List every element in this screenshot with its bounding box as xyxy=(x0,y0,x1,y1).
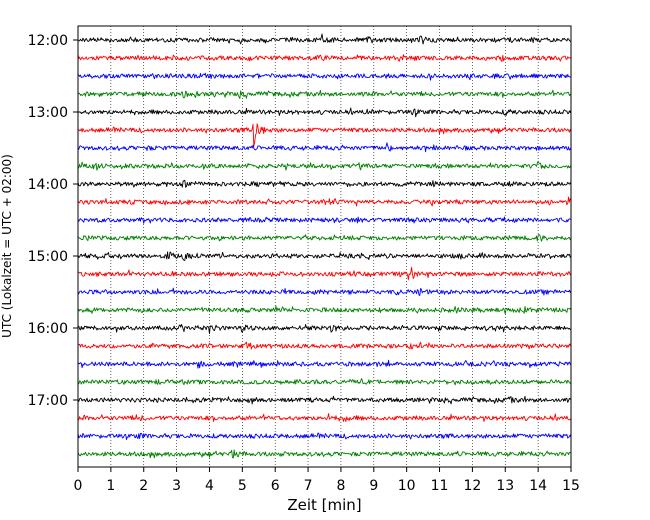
x-tick-label: 13 xyxy=(496,478,514,494)
trace-1445 xyxy=(77,234,572,242)
y-tick-label: 16:00 xyxy=(28,321,68,337)
trace-1600 xyxy=(77,324,572,335)
x-tick-label: 15 xyxy=(562,478,580,494)
y-tick-label: 15:00 xyxy=(28,249,68,265)
x-tick-label: 0 xyxy=(74,478,83,494)
trace-1200 xyxy=(77,33,572,45)
x-axis-ticks: 0 1 2 3 4 5 6 7 8 9 10 11 12 13 14 15 xyxy=(74,467,580,494)
trace-1430 xyxy=(77,216,572,224)
y-tick-label: 14:00 xyxy=(28,177,68,193)
x-tick-label: 6 xyxy=(271,478,280,494)
y-tick-label: 13:00 xyxy=(28,105,68,121)
trace-1700 xyxy=(77,395,572,405)
trace-1645 xyxy=(77,378,572,386)
trace-1545 xyxy=(77,305,572,315)
trace-1330 xyxy=(77,142,572,153)
x-tick-label: 14 xyxy=(529,478,547,494)
x-tick-label: 11 xyxy=(431,478,449,494)
trace-1230 xyxy=(77,72,572,81)
trace-1400 xyxy=(77,179,572,188)
x-tick-label: 9 xyxy=(369,478,378,494)
y-tick-label: 12:00 xyxy=(28,33,68,49)
trace-1530 xyxy=(77,287,572,296)
trace-1415 xyxy=(77,196,572,207)
y-tick-label: 17:00 xyxy=(28,393,68,409)
x-tick-label: 8 xyxy=(336,478,345,494)
trace-1615 xyxy=(77,341,572,350)
x-tick-label: 1 xyxy=(106,478,115,494)
x-tick-label: 5 xyxy=(238,478,247,494)
trace-1245 xyxy=(77,89,572,99)
trace-1345 xyxy=(77,160,572,171)
trace-1630 xyxy=(77,359,572,369)
x-tick-label: 4 xyxy=(205,478,214,494)
x-tick-label: 10 xyxy=(398,478,416,494)
trace-1300 xyxy=(77,107,572,118)
plot-frame xyxy=(77,25,572,468)
trace-1215 xyxy=(77,54,572,62)
x-tick-label: 12 xyxy=(463,478,481,494)
x-tick-label: 7 xyxy=(304,478,313,494)
trace-1500 xyxy=(77,251,572,261)
trace-1715 xyxy=(77,413,572,422)
seismic-traces xyxy=(77,33,572,459)
trace-1730 xyxy=(77,432,572,441)
y-axis-label: UTC (Lokalzeit = UTC + 02:00) xyxy=(0,154,14,338)
trace-1315 xyxy=(77,123,572,147)
trace-1515 xyxy=(77,266,572,281)
x-tick-label: 2 xyxy=(139,478,148,494)
trace-1745 xyxy=(77,449,572,459)
x-axis-label: Zeit [min] xyxy=(287,496,361,514)
y-axis-ticks: 12:00 13:00 14:00 15:00 16:00 17:00 xyxy=(28,33,78,409)
x-tick-label: 3 xyxy=(172,478,181,494)
